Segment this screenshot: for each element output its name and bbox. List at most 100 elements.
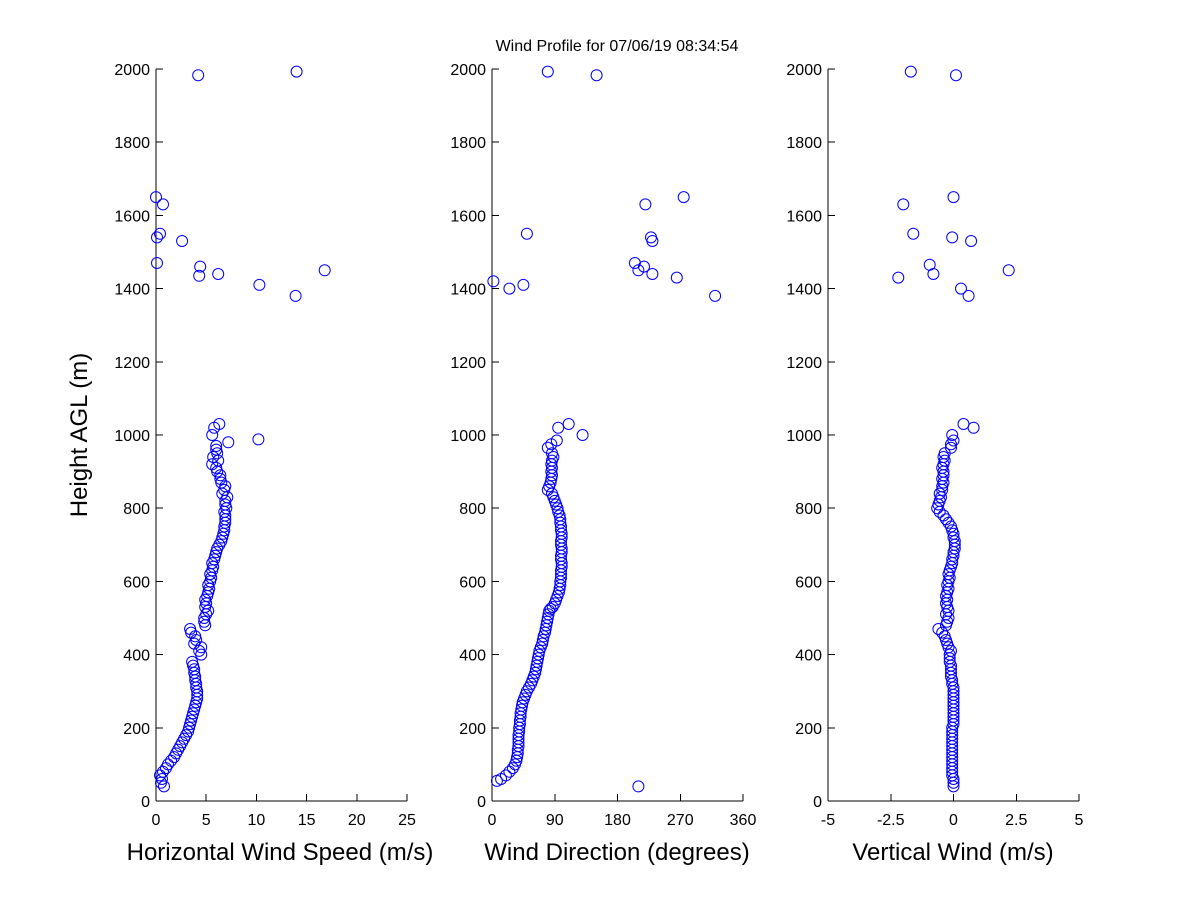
vertical-wind-data-point bbox=[907, 227, 920, 240]
horizontal-wind-speed-y-tick-label: 200 bbox=[123, 721, 150, 738]
horizontal-wind-speed-x-tick-label: 0 bbox=[152, 812, 161, 829]
wind-direction-y-tick-label: 1200 bbox=[450, 355, 486, 372]
vertical-wind-data-point bbox=[940, 513, 952, 526]
wind-direction-data-point bbox=[590, 69, 603, 82]
height-agl-ylabel: Height AGL (m) bbox=[66, 353, 93, 518]
vertical-wind-x-tick-label: 5 bbox=[1075, 812, 1084, 829]
wind-direction-x-tick-label: 360 bbox=[730, 812, 757, 829]
horizontal-wind-speed-data-point bbox=[253, 278, 266, 291]
horizontal-wind-speed-data-point bbox=[193, 269, 206, 282]
wind-direction-points bbox=[487, 65, 722, 793]
wind-direction-y-tick-label: 1600 bbox=[450, 208, 486, 225]
wind-direction-data-point bbox=[645, 231, 657, 244]
horizontal-wind-speed-data-point bbox=[318, 264, 331, 277]
wind-direction-data-point bbox=[646, 268, 659, 280]
horizontal-wind-speed-data-point bbox=[176, 235, 189, 247]
vertical-wind-data-point bbox=[933, 487, 946, 500]
vertical-wind-y-tick-label: 2000 bbox=[786, 62, 822, 79]
vertical-wind-data-point bbox=[897, 198, 910, 211]
wind-direction-y-tick-label: 2000 bbox=[450, 62, 486, 79]
wind-direction-data-point bbox=[541, 612, 554, 624]
horizontal-wind-speed-data-point bbox=[154, 769, 166, 782]
wind-direction-data-point bbox=[709, 289, 722, 302]
vertical-wind-data-point bbox=[904, 65, 917, 78]
horizontal-wind-speed-y-tick-label: 1400 bbox=[114, 282, 150, 299]
wind-direction-data-point bbox=[503, 282, 516, 295]
vertical-wind-data-point bbox=[937, 509, 950, 522]
horizontal-wind-speed-data-point bbox=[290, 65, 303, 78]
horizontal-wind-speed-data-point bbox=[154, 227, 166, 240]
wind-direction-y-tick-label: 0 bbox=[477, 794, 486, 811]
vertical-wind-data-point bbox=[1002, 264, 1015, 277]
horizontal-wind-speed-y-tick-label: 600 bbox=[123, 574, 150, 591]
vertical-wind-data-point bbox=[945, 438, 957, 451]
wind-direction-x-tick-label: 0 bbox=[488, 812, 497, 829]
horizontal-wind-speed-data-point bbox=[214, 469, 227, 482]
horizontal-wind-speed-data-point bbox=[202, 604, 215, 617]
vertical-wind-data-point bbox=[955, 282, 967, 295]
wind-direction-y-tick-label: 1000 bbox=[450, 428, 486, 445]
vertical-wind-y-tick-label: 800 bbox=[795, 501, 822, 518]
wind-direction-y-tick-label: 1800 bbox=[450, 135, 486, 152]
vertical-wind-panel: 0 200 400 600 800 1000 1200 1400 1600 1800 2000 -5 -… bbox=[786, 62, 1083, 866]
horizontal-wind-speed-data-point bbox=[151, 231, 163, 244]
wind-direction-data-point bbox=[541, 65, 554, 78]
horizontal-wind-speed-data-point bbox=[206, 429, 219, 441]
vertical-wind-data-point bbox=[945, 441, 957, 454]
vertical-wind-data-point bbox=[946, 231, 959, 244]
horizontal-wind-speed-points bbox=[150, 65, 331, 793]
wind-direction-x-tick-label: 180 bbox=[604, 812, 631, 829]
wind-direction-data-point bbox=[552, 421, 565, 434]
wind-direction-data-point bbox=[532, 652, 544, 665]
horizontal-wind-speed-data-point bbox=[222, 436, 235, 449]
vertical-wind-x-tick-label: 0 bbox=[949, 812, 958, 829]
wind-direction-data-point bbox=[552, 505, 565, 518]
vertical-wind-x-tick-label: -2.5 bbox=[877, 812, 905, 829]
wind-direction-data-point bbox=[515, 703, 528, 716]
wind-direction-data-point bbox=[520, 227, 533, 240]
wind-direction-data-point bbox=[550, 434, 563, 447]
horizontal-wind-speed-data-point bbox=[210, 443, 223, 456]
vertical-wind-y-tick-label: 0 bbox=[813, 794, 822, 811]
vertical-wind-data-point bbox=[947, 531, 960, 544]
horizontal-wind-speed-data-point bbox=[151, 257, 163, 269]
vertical-wind-y-tick-label: 1400 bbox=[786, 282, 822, 299]
horizontal-wind-speed-data-point bbox=[289, 289, 302, 302]
horizontal-wind-speed-data-point bbox=[198, 615, 211, 628]
wind-direction-data-point bbox=[532, 648, 545, 661]
vertical-wind-x-tick-label: 2.5 bbox=[1005, 812, 1027, 829]
wind-direction-y-tick-label: 200 bbox=[459, 721, 486, 738]
vertical-wind-y-tick-label: 600 bbox=[795, 574, 822, 591]
wind-direction-y-tick-label: 800 bbox=[459, 501, 486, 518]
horizontal-wind-speed-data-point bbox=[212, 268, 225, 280]
horizontal-wind-speed-ticks: 0 200 400 600 800 1000 1200 1400 1600 1800 2000 0 5 1… bbox=[114, 62, 416, 829]
horizontal-wind-speed-data-point bbox=[158, 780, 170, 793]
wind-direction-data-point bbox=[536, 634, 549, 646]
wind-direction-data-point bbox=[499, 769, 512, 782]
vertical-wind-y-tick-label: 400 bbox=[795, 648, 822, 665]
vertical-wind-data-point bbox=[936, 626, 949, 639]
horizontal-wind-speed-data-point bbox=[213, 418, 226, 430]
wind-direction-data-point bbox=[628, 257, 641, 269]
wind-direction-data-point bbox=[670, 271, 683, 284]
vertical-wind-data-point bbox=[945, 644, 957, 657]
wind-direction-data-point bbox=[677, 191, 690, 204]
wind-direction-x-tick-label: 90 bbox=[546, 812, 564, 829]
horizontal-wind-speed-xlabel: Horizontal Wind Speed (m/s) bbox=[127, 839, 434, 866]
wind-direction-data-point bbox=[517, 278, 530, 291]
vertical-wind-data-point bbox=[957, 418, 970, 430]
wind-direction-panel: 0 200 400 600 800 1000 1200 1400 1600 1800 2000 0 90… bbox=[450, 62, 756, 866]
vertical-wind-data-point bbox=[950, 69, 962, 82]
wind-direction-y-tick-label: 600 bbox=[459, 574, 486, 591]
horizontal-wind-speed-y-tick-label: 1000 bbox=[114, 428, 150, 445]
horizontal-wind-speed-data-point bbox=[252, 433, 265, 446]
horizontal-wind-speed-y-tick-label: 1800 bbox=[114, 135, 150, 152]
vertical-wind-data-point bbox=[923, 258, 936, 271]
horizontal-wind-speed-data-point bbox=[192, 69, 205, 82]
wind-direction-y-tick-label: 400 bbox=[459, 648, 486, 665]
wind-direction-data-point bbox=[541, 441, 554, 454]
horizontal-wind-speed-y-tick-label: 0 bbox=[141, 794, 150, 811]
horizontal-wind-speed-data-point bbox=[157, 198, 169, 211]
